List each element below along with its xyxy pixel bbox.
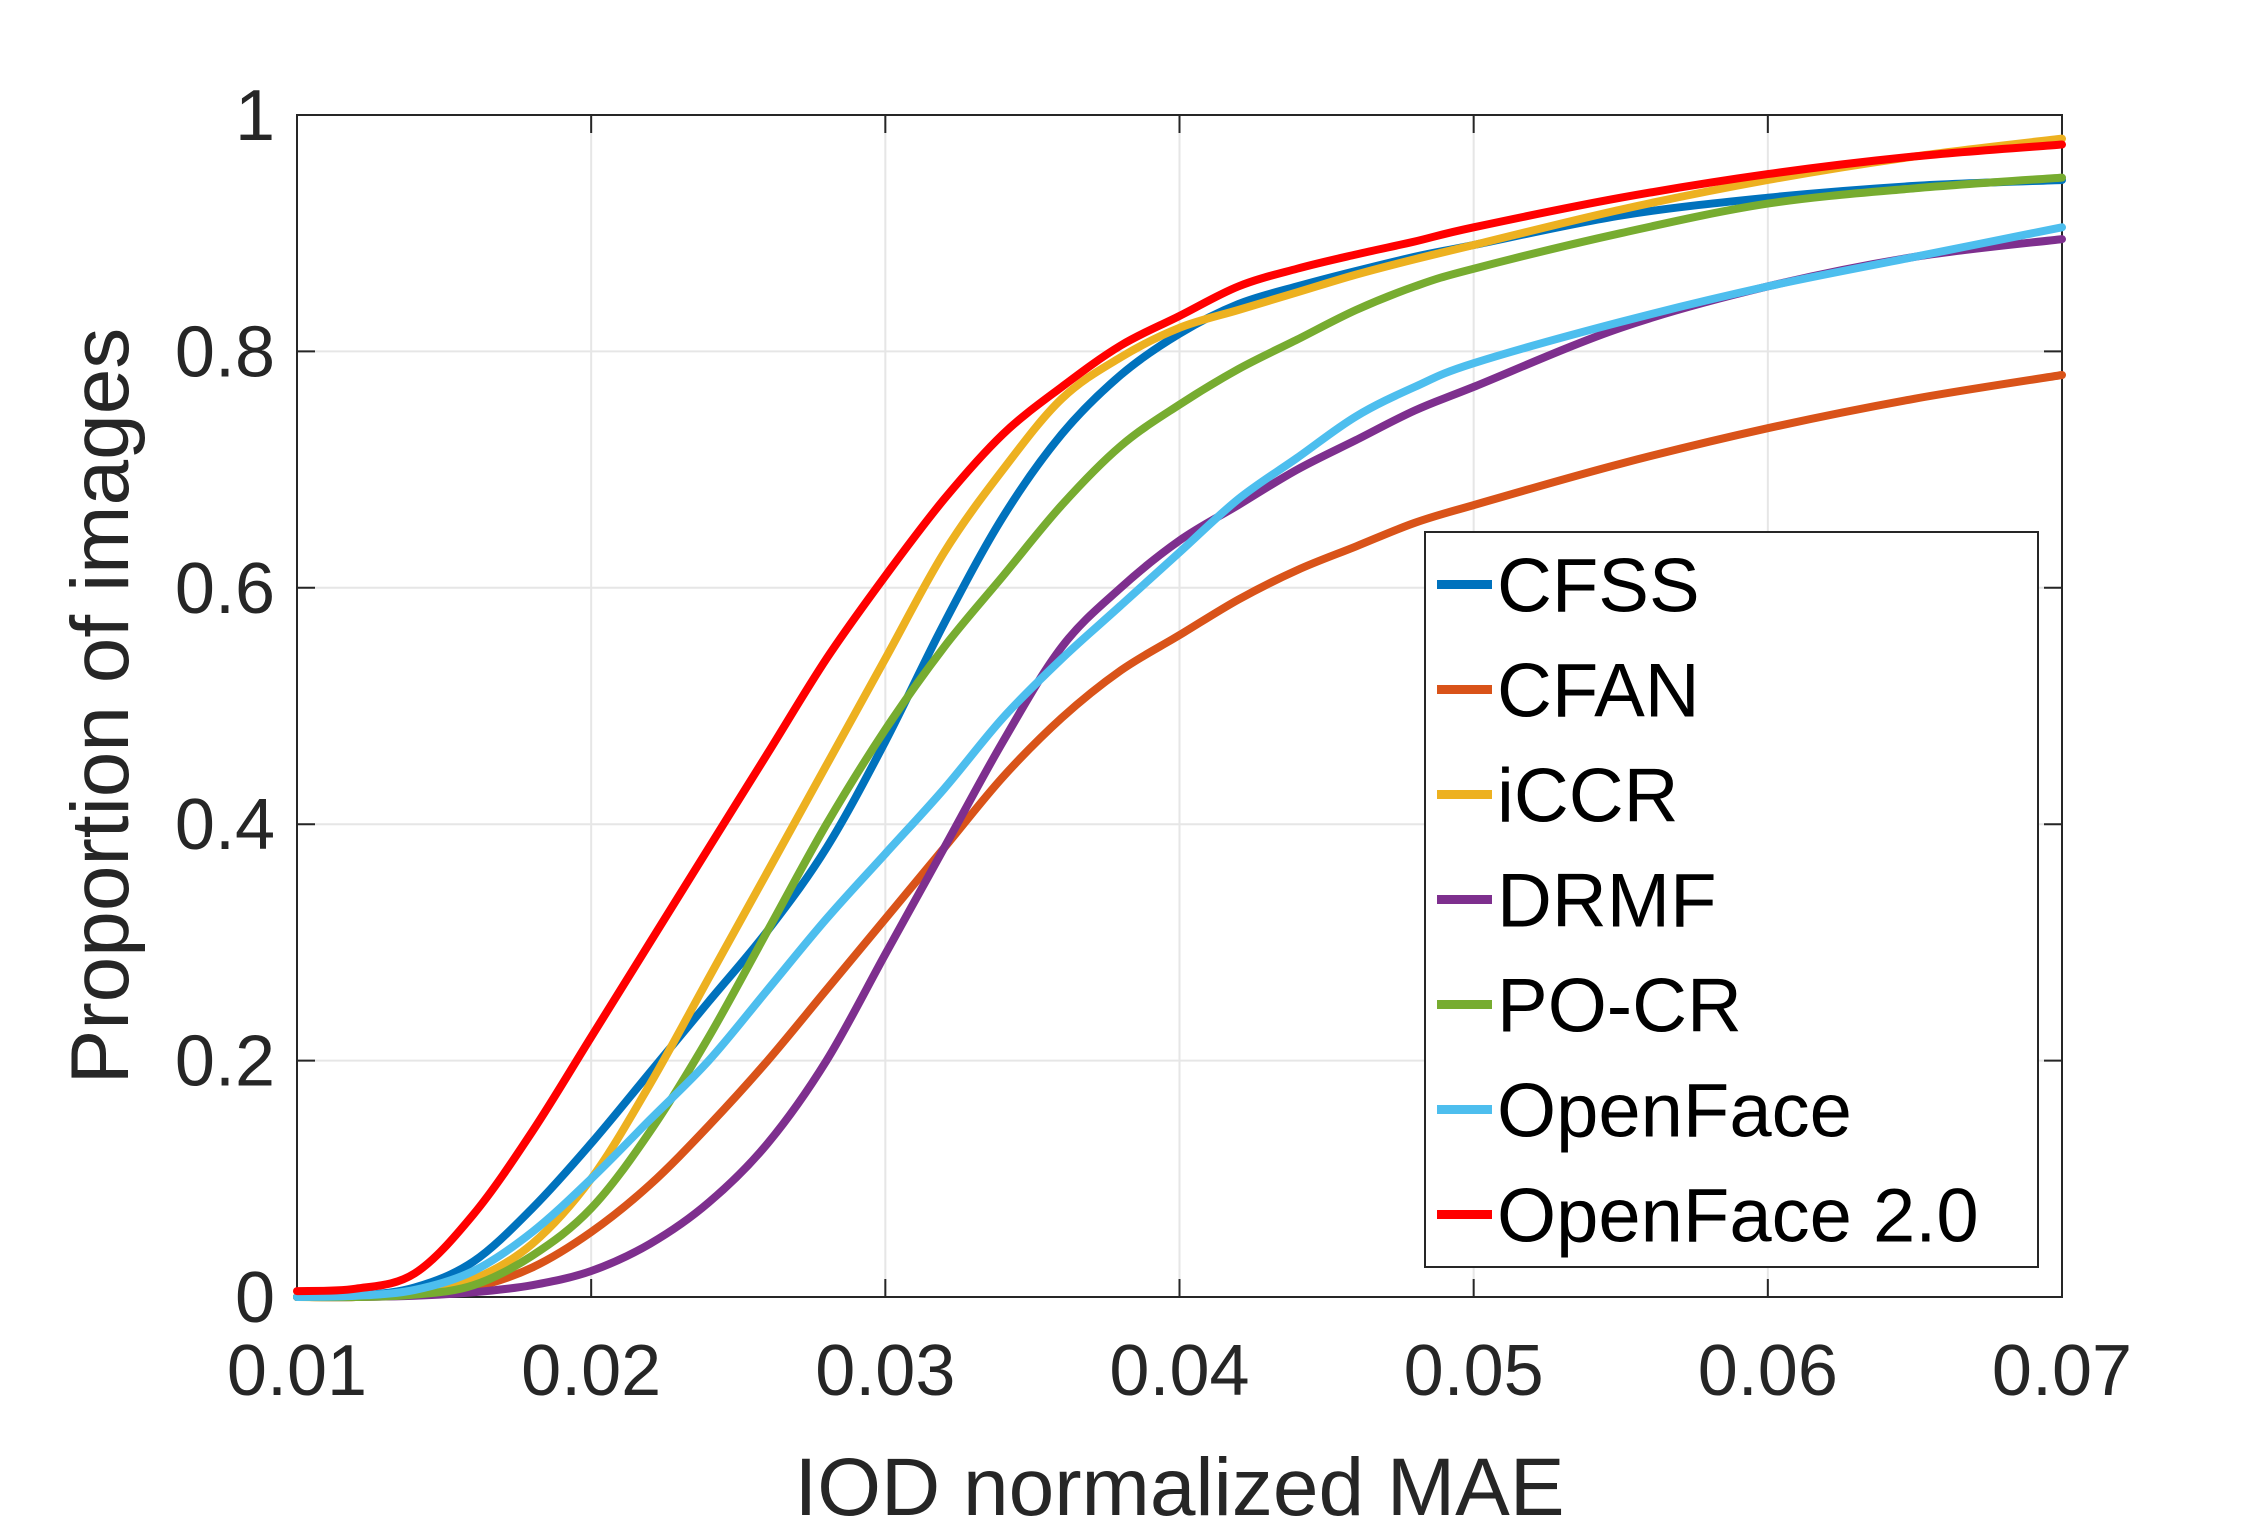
series-group [293,134,2066,1302]
y-tick-label: 0.4 [175,785,275,865]
legend: CFSS CFAN iCCR DRMF PO-CR OpenFace OpenFace 2.… [1424,531,2039,1268]
series-line-4 [293,173,2066,1302]
legend-label: CFSS [1497,544,1700,629]
x-axis-label: IOD normalized MAE [794,1442,1564,1519]
y-tick-label: 0.6 [175,549,275,629]
legend-label: DRMF [1497,859,1717,944]
series-line-0 [293,176,2066,1301]
y-tick-label: 1 [235,76,275,156]
series-line-3 [293,235,2066,1302]
legend-label: CFAN [1497,649,1700,734]
x-tick-label: 0.03 [815,1331,955,1411]
legend-label: OpenFace 2.0 [1497,1174,1979,1259]
legend-label: iCCR [1497,754,1679,839]
series-line-6 [293,140,2066,1296]
x-tick-label: 0.05 [1404,1331,1544,1411]
series-line-2 [293,134,2066,1302]
y-tick-labels: 0 0.2 0.4 0.6 0.8 1 [175,76,275,1338]
y-axis-label: Proportion of images [55,328,146,1085]
x-tick-label: 0.06 [1698,1331,1838,1411]
x-tick-label: 0.01 [227,1331,367,1411]
y-tick-label: 0 [235,1258,275,1338]
x-tick-label: 0.02 [521,1331,661,1411]
legend-box [1424,531,2039,1268]
legend-label: PO-CR [1497,964,1742,1049]
x-tick-label: 0.07 [1992,1331,2132,1411]
series-line-5 [293,223,2066,1301]
x-tick-label: 0.04 [1109,1331,1249,1411]
legend-label: OpenFace [1497,1069,1852,1154]
x-tick-labels: 0.01 0.02 0.03 0.04 0.05 0.06 0.07 [227,1331,2132,1411]
y-tick-label: 0.2 [175,1022,275,1102]
series-line-1 [293,371,2066,1302]
y-tick-label: 0.8 [175,312,275,392]
